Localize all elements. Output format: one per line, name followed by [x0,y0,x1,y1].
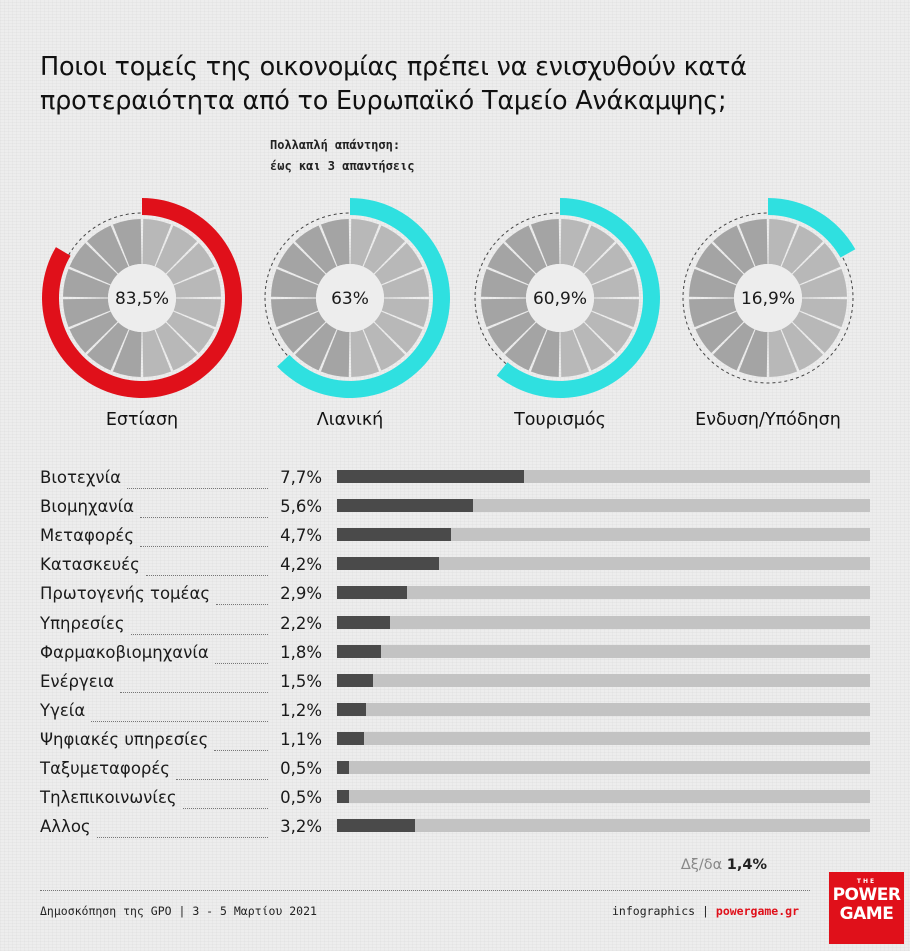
bar-leader-line [130,633,268,635]
bar-chart: Βιοτεχνία 7,7% Βιομηχανία 5,6% Μεταφορές 4,7%… [40,468,870,839]
bar-fill [337,731,364,745]
bar-track [337,557,870,571]
footer-separator: | [702,904,709,918]
bar-fill [337,470,524,483]
footer-site-link[interactable]: powergame.gr [715,904,799,918]
bar-track [337,499,870,513]
bar-track [337,673,870,687]
logo-game: GAME [839,904,894,924]
bar-track [337,528,870,542]
bar-category-label: Μεταφορές [40,526,135,546]
bar-value-label: 1,5% [280,671,322,691]
subtitle-line-2: έως και 3 απαντήσεις [270,159,415,173]
bar-value-label: 2,2% [280,613,322,633]
bar-track [337,615,870,629]
bar-category-label: Κατασκευές [40,555,140,575]
bar-value-label: 1,2% [280,700,322,720]
bar-category-label: Αλλος [40,817,91,837]
bar-track [337,761,870,774]
bar-category-label: Βιομηχανία [40,497,135,517]
bar-track [337,644,870,658]
logo-the: THE [856,878,877,885]
footer-source: Δημοσκόπηση της GPO | 3 - 5 Μαρτίου 2021 [40,904,317,918]
bar-value-label: 1,8% [280,642,322,662]
bar-fill [337,586,408,600]
donut-category-label: Ενδυση/Υπόδηση [695,410,841,430]
bar-value-label: 0,5% [280,759,322,778]
chart-subtitle: Πολλαπλή απάντηση: έως και 3 απαντήσεις [270,135,415,177]
bar-value-label: 3,2% [280,817,322,837]
bar-value-label: 0,5% [280,788,322,808]
donut-category-label: Τουρισμός [514,410,606,430]
donut-category-label: Εστίαση [105,410,179,430]
bar-track [337,470,870,483]
bar-category-label: Τηλεπικοινωνίες [40,788,177,808]
bar-track [337,586,870,600]
bar-leader-line [182,808,268,810]
bar-value-label: 5,6% [280,497,322,517]
bar-leader-line [216,604,268,606]
bar-value-label: 2,9% [280,584,322,604]
bar-leader-line [127,488,268,489]
bar-category-label: Βιοτεχνία [40,468,122,487]
footer-credit: infographics | powergame.gr [612,904,799,918]
dont-know-label: Δξ/δα [680,857,723,873]
bar-track [337,702,870,716]
logo-power: POWER [832,885,901,905]
bar-leader-line [175,779,268,780]
bar-leader-line [96,837,268,839]
bar-fill [337,702,367,716]
bar-value-label: 4,2% [280,555,322,575]
bar-leader-line [214,749,268,751]
bar-leader-line [140,546,268,548]
bar-category-label: Ψηφιακές υπηρεσίες [40,729,209,749]
subtitle-line-1: Πολλαπλή απάντηση: [270,138,401,152]
powergame-logo: THE POWER GAME [829,872,904,944]
bar-value-label: 4,7% [280,526,322,546]
dont-know-note: Δξ/δα 1,4% [681,857,767,873]
footer-infographics-label: infographics [612,904,696,918]
bar-fill [337,790,350,804]
bar-category-label: Υγεία [40,700,86,720]
bar-leader-line [214,662,268,664]
bar-leader-line [91,720,268,722]
bar-fill [337,761,350,774]
bar-value-label: 7,7% [280,468,322,487]
bar-category-label: Υπηρεσίες [40,613,125,633]
bar-track [337,731,870,745]
bar-fill [337,819,415,833]
bar-fill [337,644,381,658]
bar-value-label: 1,1% [280,729,322,749]
bar-fill [337,615,391,629]
bar-category-label: Ταξυμεταφορές [40,759,170,778]
bar-fill [337,528,451,542]
dont-know-value: 1,4% [726,857,767,873]
bar-fill [337,557,439,571]
bar-leader-line [140,517,268,519]
bar-category-label: Πρωτογενής τομέας [40,584,211,604]
bar-track [337,790,870,804]
bar-fill [337,673,374,687]
bar-track [337,819,870,833]
bar-category-label: Ενέργεια [40,671,115,691]
bar-leader-line [145,575,268,577]
donut-category-label: Λιανική [316,410,384,430]
bar-fill [337,499,473,513]
chart-title: Ποιοι τομείς της οικονομίας πρέπει να εν… [40,52,747,116]
footer-divider [40,890,810,891]
bar-category-label: Φαρμακοβιομηχανία [40,642,209,662]
bar-leader-line [120,691,268,693]
